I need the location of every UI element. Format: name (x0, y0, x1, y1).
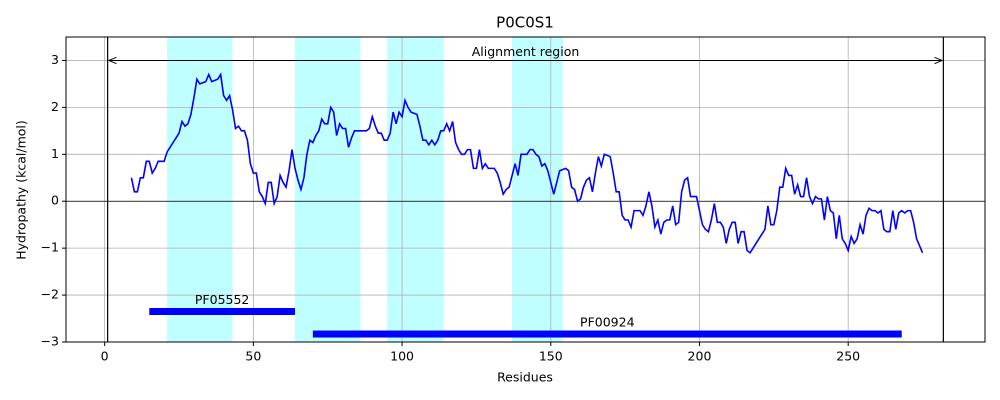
x-tick-label: 50 (245, 349, 261, 364)
x-tick-label: 200 (688, 349, 712, 364)
x-tick-label: 0 (101, 349, 109, 364)
y-axis-label: Hydropathy (kcal/mol) (14, 120, 29, 260)
data-line (130, 72, 924, 255)
plot-frame (65, 36, 986, 343)
domain-label: PF05552 (195, 292, 250, 307)
chart-title: P0C0S1 (496, 14, 554, 32)
x-tick-label: 150 (539, 349, 563, 364)
y-tick-label: 1 (51, 146, 59, 161)
highlight-region (387, 37, 444, 342)
plot-area (66, 37, 985, 342)
x-tick-label: 250 (836, 349, 860, 364)
alignment-label: Alignment region (472, 44, 580, 59)
highlight-region (295, 37, 361, 342)
y-tick-label: 2 (51, 99, 59, 114)
domain-bar (149, 308, 296, 315)
x-tick-label: 100 (390, 349, 414, 364)
highlight-region (167, 37, 233, 342)
domain-label: PF00924 (580, 315, 635, 330)
y-tick-label: 0 (51, 193, 59, 208)
x-axis-label: Residues (497, 370, 553, 385)
y-tick-label: 3 (51, 52, 59, 67)
y-tick-label: −2 (41, 287, 59, 302)
y-tick-label: −1 (41, 240, 59, 255)
y-tick-label: −3 (41, 334, 59, 349)
domain-bar (312, 330, 902, 338)
